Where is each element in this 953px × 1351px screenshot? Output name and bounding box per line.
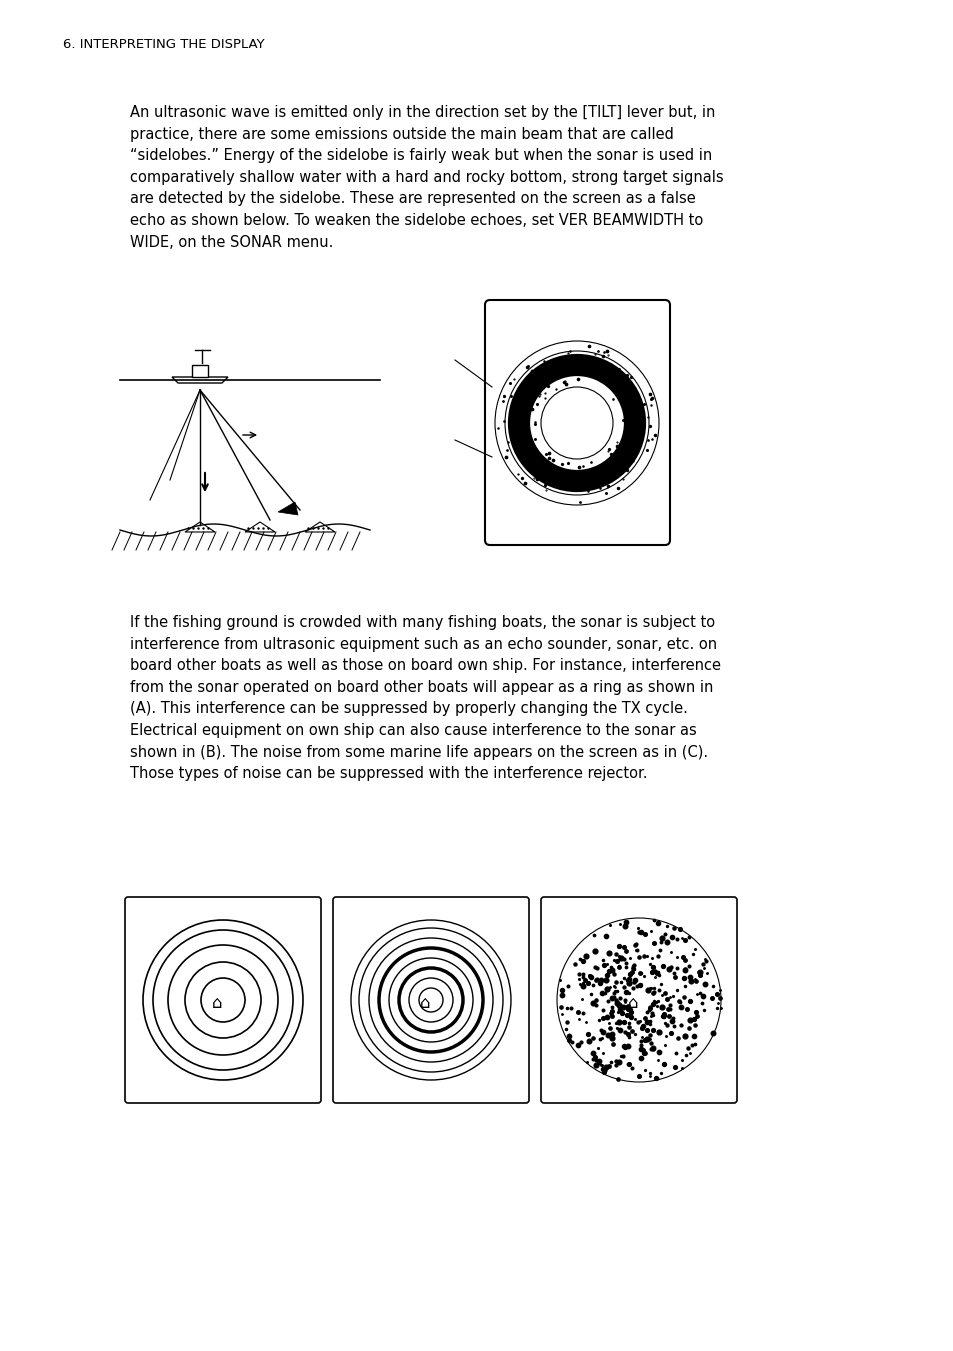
- FancyBboxPatch shape: [333, 897, 529, 1102]
- Text: ⌂: ⌂: [212, 994, 222, 1012]
- Text: 6. INTERPRETING THE DISPLAY: 6. INTERPRETING THE DISPLAY: [63, 38, 264, 51]
- Text: An ultrasonic wave is emitted only in the direction set by the [TILT] lever but,: An ultrasonic wave is emitted only in th…: [130, 105, 723, 250]
- Polygon shape: [172, 377, 228, 382]
- Text: ⌂: ⌂: [419, 994, 430, 1012]
- Polygon shape: [192, 365, 208, 377]
- FancyBboxPatch shape: [484, 300, 669, 544]
- FancyBboxPatch shape: [125, 897, 320, 1102]
- Text: If the fishing ground is crowded with many fishing boats, the sonar is subject t: If the fishing ground is crowded with ma…: [130, 615, 720, 781]
- FancyBboxPatch shape: [540, 897, 737, 1102]
- Polygon shape: [277, 503, 297, 515]
- Text: ⌂: ⌂: [627, 994, 638, 1012]
